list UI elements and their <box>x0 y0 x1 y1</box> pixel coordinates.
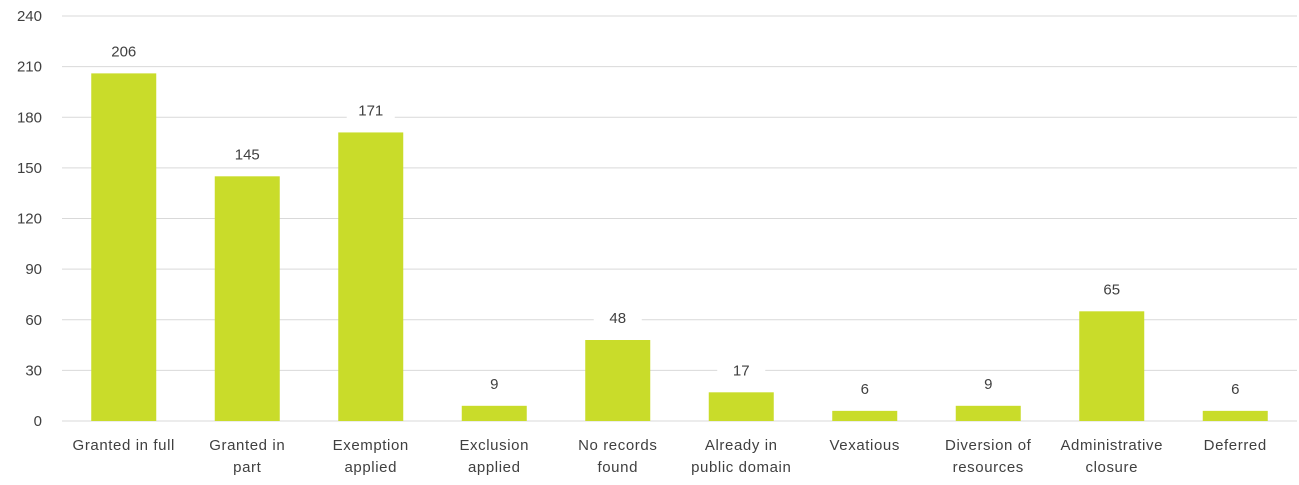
bar <box>832 410 898 421</box>
data-label: 9 <box>490 376 498 393</box>
y-tick-label: 90 <box>25 261 42 278</box>
bar <box>1079 311 1145 421</box>
data-label: 17 <box>733 362 750 379</box>
data-label-background <box>346 100 395 123</box>
data-labels: 206 145 171 9 48 17 6 9 65 6 <box>99 41 1260 401</box>
bar <box>585 340 651 421</box>
y-tick-label: 60 <box>25 312 42 329</box>
data-label-background <box>1211 378 1260 401</box>
x-tick-label: Granted in <box>209 437 285 454</box>
x-tick-label: part <box>233 459 261 476</box>
data-label: 6 <box>861 381 869 398</box>
data-label-background <box>470 373 519 396</box>
data-label: 145 <box>235 146 260 163</box>
x-tick-label: Deferred <box>1204 437 1267 454</box>
data-label-background <box>223 144 272 167</box>
bar <box>338 132 404 421</box>
data-label: 48 <box>609 310 626 327</box>
bar <box>461 405 527 421</box>
data-label: 171 <box>358 102 383 119</box>
x-tick-label: applied <box>344 459 397 476</box>
bar <box>708 392 774 421</box>
x-tick-label: Granted in full <box>73 437 175 454</box>
data-label: 206 <box>111 43 136 60</box>
bars <box>91 73 1268 421</box>
x-axis-ticks: Granted in full Granted in part Exemption ap… <box>73 437 1267 476</box>
y-tick-label: 240 <box>17 8 42 25</box>
x-tick-label: Already in <box>705 437 778 454</box>
data-label: 9 <box>984 376 992 393</box>
bar <box>1202 410 1268 421</box>
x-tick-label: applied <box>468 459 521 476</box>
x-tick-label: Exemption <box>333 437 409 454</box>
data-label-background <box>840 378 889 401</box>
y-tick-label: 0 <box>34 413 42 430</box>
x-tick-label: resources <box>953 459 1024 476</box>
data-label-background <box>593 308 642 330</box>
y-tick-label: 30 <box>25 362 42 379</box>
x-tick-label: Vexatious <box>830 437 900 454</box>
x-tick-label: found <box>597 459 638 476</box>
x-tick-label: No records <box>578 437 657 454</box>
bar <box>214 176 280 421</box>
y-tick-label: 150 <box>17 160 42 177</box>
x-tick-label: Diversion of <box>945 437 1032 454</box>
data-label-background <box>717 360 766 383</box>
data-label-background <box>964 373 1013 396</box>
y-tick-label: 180 <box>17 109 42 126</box>
data-label: 65 <box>1103 281 1120 298</box>
data-label-background <box>1087 279 1136 302</box>
y-axis-ticks: 0 30 60 90 120 150 180 210 240 <box>17 8 42 430</box>
data-label: 6 <box>1231 381 1239 398</box>
data-label-background <box>99 41 148 64</box>
x-tick-label: Exclusion <box>459 437 529 454</box>
y-tick-label: 210 <box>17 59 42 76</box>
bar <box>955 405 1021 421</box>
x-tick-label: public domain <box>691 459 791 476</box>
x-tick-label: closure <box>1085 459 1138 476</box>
x-tick-label: Administrative <box>1060 437 1163 454</box>
y-tick-label: 120 <box>17 211 42 228</box>
bar <box>91 73 157 421</box>
